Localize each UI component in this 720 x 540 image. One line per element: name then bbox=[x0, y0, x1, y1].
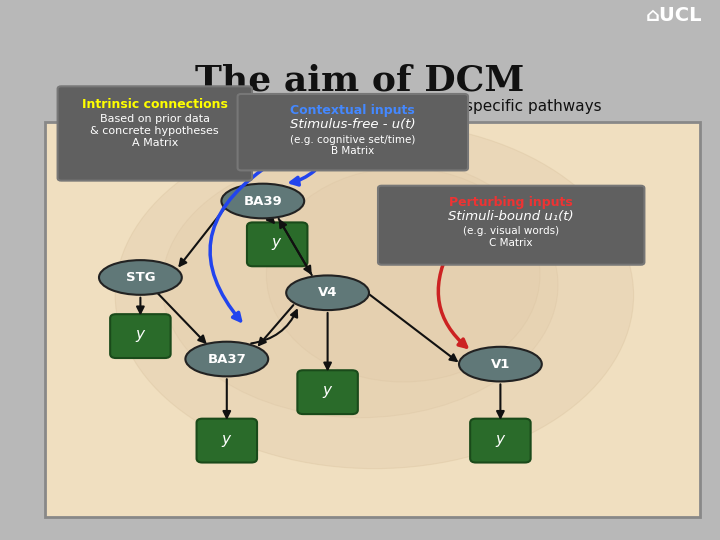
Text: BA37: BA37 bbox=[207, 353, 246, 366]
FancyArrowPatch shape bbox=[438, 251, 467, 347]
FancyBboxPatch shape bbox=[110, 314, 171, 358]
Text: STG: STG bbox=[125, 271, 156, 284]
FancyArrowPatch shape bbox=[291, 171, 315, 185]
Text: $y$: $y$ bbox=[322, 384, 333, 400]
Text: (e.g. visual words)
C Matrix: (e.g. visual words) C Matrix bbox=[463, 226, 559, 248]
FancyArrowPatch shape bbox=[324, 313, 331, 369]
Ellipse shape bbox=[266, 168, 540, 382]
FancyArrowPatch shape bbox=[279, 219, 310, 273]
Text: Perturbing inputs: Perturbing inputs bbox=[449, 196, 573, 209]
Text: Contextual inputs: Contextual inputs bbox=[290, 104, 415, 117]
Text: $y$: $y$ bbox=[271, 237, 283, 252]
Text: Functional integration and the modulation of specific pathways: Functional integration and the modulatio… bbox=[118, 99, 602, 114]
Text: Stimuli-bound u₁(t): Stimuli-bound u₁(t) bbox=[449, 210, 574, 223]
Text: The aim of DCM: The aim of DCM bbox=[195, 63, 525, 97]
FancyArrowPatch shape bbox=[157, 292, 205, 342]
Text: Based on prior data
& concrete hypotheses
A Matrix: Based on prior data & concrete hypothese… bbox=[91, 114, 219, 147]
FancyArrowPatch shape bbox=[280, 221, 312, 275]
Ellipse shape bbox=[99, 260, 181, 295]
Ellipse shape bbox=[287, 275, 369, 310]
Text: Intrinsic connections: Intrinsic connections bbox=[82, 98, 228, 111]
Ellipse shape bbox=[222, 184, 304, 218]
Text: V4: V4 bbox=[318, 286, 338, 299]
FancyArrowPatch shape bbox=[137, 298, 144, 313]
Text: $y$: $y$ bbox=[221, 433, 233, 449]
FancyBboxPatch shape bbox=[45, 122, 700, 517]
FancyBboxPatch shape bbox=[470, 418, 531, 463]
FancyBboxPatch shape bbox=[378, 186, 644, 265]
Text: BA39: BA39 bbox=[243, 194, 282, 207]
FancyArrowPatch shape bbox=[210, 170, 263, 321]
Text: $y$: $y$ bbox=[135, 328, 146, 344]
FancyBboxPatch shape bbox=[197, 418, 257, 463]
FancyBboxPatch shape bbox=[238, 94, 468, 171]
FancyBboxPatch shape bbox=[297, 370, 358, 414]
FancyArrowPatch shape bbox=[223, 379, 230, 417]
Ellipse shape bbox=[162, 153, 558, 417]
Ellipse shape bbox=[185, 342, 268, 376]
Text: ⌂UCL: ⌂UCL bbox=[646, 6, 702, 25]
FancyArrowPatch shape bbox=[497, 384, 504, 417]
FancyArrowPatch shape bbox=[259, 305, 293, 345]
Ellipse shape bbox=[115, 122, 634, 469]
Text: Stimulus-free - u(t): Stimulus-free - u(t) bbox=[290, 118, 415, 131]
Text: V1: V1 bbox=[491, 357, 510, 370]
Text: $y$: $y$ bbox=[495, 433, 506, 449]
FancyBboxPatch shape bbox=[247, 222, 307, 266]
Ellipse shape bbox=[459, 347, 541, 381]
FancyArrowPatch shape bbox=[267, 215, 274, 222]
FancyBboxPatch shape bbox=[58, 86, 252, 180]
FancyArrowPatch shape bbox=[251, 310, 297, 343]
Text: (e.g. cognitive set/time)
B Matrix: (e.g. cognitive set/time) B Matrix bbox=[290, 135, 415, 157]
FancyArrowPatch shape bbox=[369, 294, 456, 361]
FancyArrowPatch shape bbox=[179, 203, 229, 266]
